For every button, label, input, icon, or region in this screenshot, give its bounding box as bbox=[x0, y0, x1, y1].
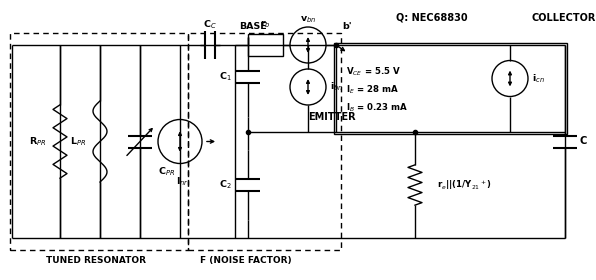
FancyBboxPatch shape bbox=[248, 34, 283, 56]
Text: Q: NEC68830: Q: NEC68830 bbox=[396, 13, 468, 23]
Text: C$_1$: C$_1$ bbox=[219, 70, 232, 83]
Text: I$_B$ = 0.23 mA: I$_B$ = 0.23 mA bbox=[346, 101, 408, 113]
Text: C: C bbox=[579, 137, 586, 146]
Text: I$_{nr}$: I$_{nr}$ bbox=[176, 176, 188, 188]
Text: BASE: BASE bbox=[239, 22, 267, 31]
Text: I$_E$ = 28 mA: I$_E$ = 28 mA bbox=[346, 83, 399, 95]
Text: TUNED RESONATOR: TUNED RESONATOR bbox=[46, 256, 146, 265]
Text: C$_{PR}$: C$_{PR}$ bbox=[158, 165, 175, 178]
Text: r$_b$: r$_b$ bbox=[260, 18, 271, 30]
Text: EMITTER: EMITTER bbox=[308, 112, 355, 122]
Text: F (NOISE FACTOR): F (NOISE FACTOR) bbox=[200, 256, 291, 265]
Bar bbox=[188, 33, 341, 250]
Text: R$_{PR}$: R$_{PR}$ bbox=[29, 135, 46, 148]
Text: V$_{CE}$ = 5.5 V: V$_{CE}$ = 5.5 V bbox=[346, 65, 401, 78]
Text: C$_C$: C$_C$ bbox=[203, 18, 217, 31]
Text: C$_2$: C$_2$ bbox=[219, 179, 232, 191]
Text: v$_{bn}$: v$_{bn}$ bbox=[300, 15, 316, 25]
Bar bbox=[10, 33, 188, 250]
Text: r$_e$||(1/Y$_{21}$$^+$): r$_e$||(1/Y$_{21}$$^+$) bbox=[437, 178, 492, 192]
Text: COLLECTOR: COLLECTOR bbox=[532, 13, 596, 23]
Text: b': b' bbox=[342, 22, 352, 31]
Text: i$_{bn}$: i$_{bn}$ bbox=[330, 81, 343, 93]
Text: i$_{cn}$: i$_{cn}$ bbox=[532, 72, 545, 85]
Text: L$_{PR}$: L$_{PR}$ bbox=[70, 135, 86, 148]
